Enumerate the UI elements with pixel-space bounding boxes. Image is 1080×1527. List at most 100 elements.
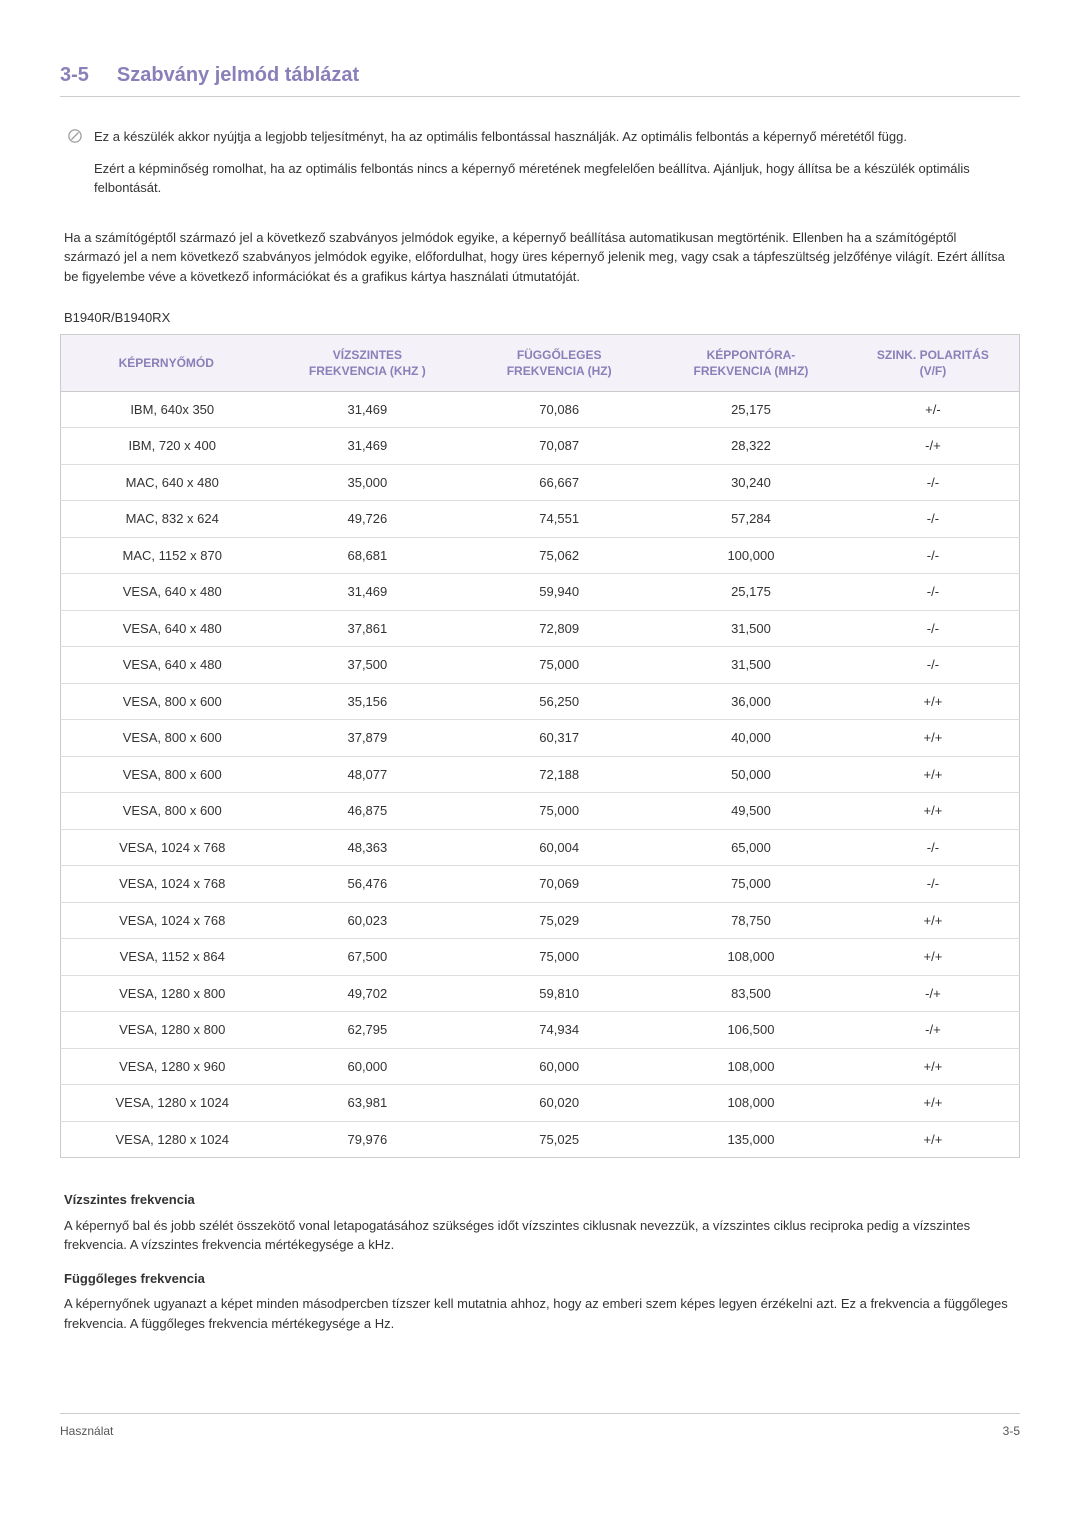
def-text-horizontal: A képernyő bal és jobb szélét összekötő …	[64, 1216, 1016, 1255]
table-cell: 79,976	[271, 1121, 463, 1158]
table-cell: VESA, 1024 x 768	[61, 866, 272, 903]
table-cell: 108,000	[655, 939, 847, 976]
table-cell: IBM, 720 x 400	[61, 428, 272, 465]
table-cell: 56,476	[271, 866, 463, 903]
table-row: VESA, 800 x 60037,87960,31740,000+/+	[61, 720, 1020, 757]
table-cell: 57,284	[655, 501, 847, 538]
table-cell: MAC, 640 x 480	[61, 464, 272, 501]
table-cell: -/-	[847, 866, 1020, 903]
table-cell: 83,500	[655, 975, 847, 1012]
def-text-vertical: A képernyőnek ugyanazt a képet minden má…	[64, 1294, 1016, 1333]
table-cell: 75,000	[655, 866, 847, 903]
table-cell: VESA, 1280 x 800	[61, 1012, 272, 1049]
table-cell: -/-	[847, 574, 1020, 611]
table-cell: 75,025	[463, 1121, 655, 1158]
table-cell: 65,000	[655, 829, 847, 866]
table-row: VESA, 1280 x 102479,97675,025135,000+/+	[61, 1121, 1020, 1158]
table-cell: 60,000	[463, 1048, 655, 1085]
table-cell: +/+	[847, 756, 1020, 793]
table-cell: 106,500	[655, 1012, 847, 1049]
table-cell: VESA, 1280 x 800	[61, 975, 272, 1012]
table-cell: VESA, 640 x 480	[61, 574, 272, 611]
table-cell: 31,500	[655, 610, 847, 647]
table-cell: -/-	[847, 501, 1020, 538]
table-cell: 36,000	[655, 683, 847, 720]
table-row: MAC, 832 x 62449,72674,55157,284-/-	[61, 501, 1020, 538]
table-cell: 66,667	[463, 464, 655, 501]
table-cell: 75,062	[463, 537, 655, 574]
table-cell: 75,000	[463, 793, 655, 830]
table-row: IBM, 640x 35031,46970,08625,175+/-	[61, 391, 1020, 428]
table-cell: 28,322	[655, 428, 847, 465]
note-block: Ez a készülék akkor nyújtja a legjobb te…	[60, 127, 1020, 210]
section-heading: 3-5 Szabvány jelmód táblázat	[60, 60, 1020, 97]
note-text: Ez a készülék akkor nyújtja a legjobb te…	[94, 127, 1012, 210]
table-cell: VESA, 800 x 600	[61, 756, 272, 793]
table-cell: 35,000	[271, 464, 463, 501]
table-row: VESA, 640 x 48031,46959,94025,175-/-	[61, 574, 1020, 611]
table-cell: 100,000	[655, 537, 847, 574]
table-cell: +/+	[847, 793, 1020, 830]
table-cell: 68,681	[271, 537, 463, 574]
table-cell: 50,000	[655, 756, 847, 793]
table-cell: 31,469	[271, 428, 463, 465]
table-cell: +/+	[847, 683, 1020, 720]
table-cell: VESA, 1152 x 864	[61, 939, 272, 976]
table-cell: 60,000	[271, 1048, 463, 1085]
table-cell: 60,317	[463, 720, 655, 757]
table-row: MAC, 640 x 48035,00066,66730,240-/-	[61, 464, 1020, 501]
table-cell: 31,500	[655, 647, 847, 684]
table-header-cell: KÉPERNYŐMÓD	[61, 334, 272, 391]
table-cell: 60,020	[463, 1085, 655, 1122]
table-row: VESA, 800 x 60035,15656,25036,000+/+	[61, 683, 1020, 720]
page-footer: Használat 3-5	[60, 1413, 1020, 1440]
table-cell: 75,000	[463, 939, 655, 976]
table-cell: VESA, 800 x 600	[61, 793, 272, 830]
def-heading-horizontal: Vízszintes frekvencia	[64, 1190, 1016, 1210]
table-row: VESA, 640 x 48037,86172,80931,500-/-	[61, 610, 1020, 647]
table-cell: VESA, 640 x 480	[61, 647, 272, 684]
footer-right: 3-5	[1003, 1422, 1020, 1440]
table-cell: 49,500	[655, 793, 847, 830]
table-cell: 25,175	[655, 391, 847, 428]
table-cell: -/-	[847, 610, 1020, 647]
table-cell: +/+	[847, 939, 1020, 976]
table-header-cell: FÜGGŐLEGESFREKVENCIA (HZ)	[463, 334, 655, 391]
table-cell: 37,861	[271, 610, 463, 647]
table-cell: 60,004	[463, 829, 655, 866]
table-row: VESA, 800 x 60046,87575,00049,500+/+	[61, 793, 1020, 830]
table-cell: 31,469	[271, 574, 463, 611]
table-cell: 74,934	[463, 1012, 655, 1049]
table-cell: VESA, 800 x 600	[61, 720, 272, 757]
table-cell: +/+	[847, 1085, 1020, 1122]
def-heading-vertical: Függőleges frekvencia	[64, 1269, 1016, 1289]
table-cell: 62,795	[271, 1012, 463, 1049]
table-cell: +/+	[847, 1048, 1020, 1085]
table-cell: -/+	[847, 1012, 1020, 1049]
table-cell: IBM, 640x 350	[61, 391, 272, 428]
table-row: VESA, 1024 x 76860,02375,02978,750+/+	[61, 902, 1020, 939]
table-cell: 60,023	[271, 902, 463, 939]
table-cell: VESA, 1280 x 960	[61, 1048, 272, 1085]
table-cell: MAC, 1152 x 870	[61, 537, 272, 574]
table-cell: VESA, 1280 x 1024	[61, 1085, 272, 1122]
table-cell: MAC, 832 x 624	[61, 501, 272, 538]
note-icon	[68, 129, 82, 143]
table-cell: 67,500	[271, 939, 463, 976]
table-cell: 78,750	[655, 902, 847, 939]
model-label: B1940R/B1940RX	[64, 308, 1020, 328]
table-header-cell: VÍZSZINTESFREKVENCIA (KHZ )	[271, 334, 463, 391]
table-row: VESA, 1152 x 86467,50075,000108,000+/+	[61, 939, 1020, 976]
table-cell: VESA, 640 x 480	[61, 610, 272, 647]
table-header-cell: SZINK. POLARITÁS(V/F)	[847, 334, 1020, 391]
table-row: VESA, 800 x 60048,07772,18850,000+/+	[61, 756, 1020, 793]
table-cell: -/-	[847, 647, 1020, 684]
table-header-row: KÉPERNYŐMÓDVÍZSZINTESFREKVENCIA (KHZ )FÜ…	[61, 334, 1020, 391]
table-cell: 37,500	[271, 647, 463, 684]
table-cell: 108,000	[655, 1048, 847, 1085]
table-cell: 40,000	[655, 720, 847, 757]
table-cell: 72,188	[463, 756, 655, 793]
spec-table: KÉPERNYŐMÓDVÍZSZINTESFREKVENCIA (KHZ )FÜ…	[60, 334, 1020, 1159]
table-cell: 49,702	[271, 975, 463, 1012]
table-row: IBM, 720 x 40031,46970,08728,322-/+	[61, 428, 1020, 465]
